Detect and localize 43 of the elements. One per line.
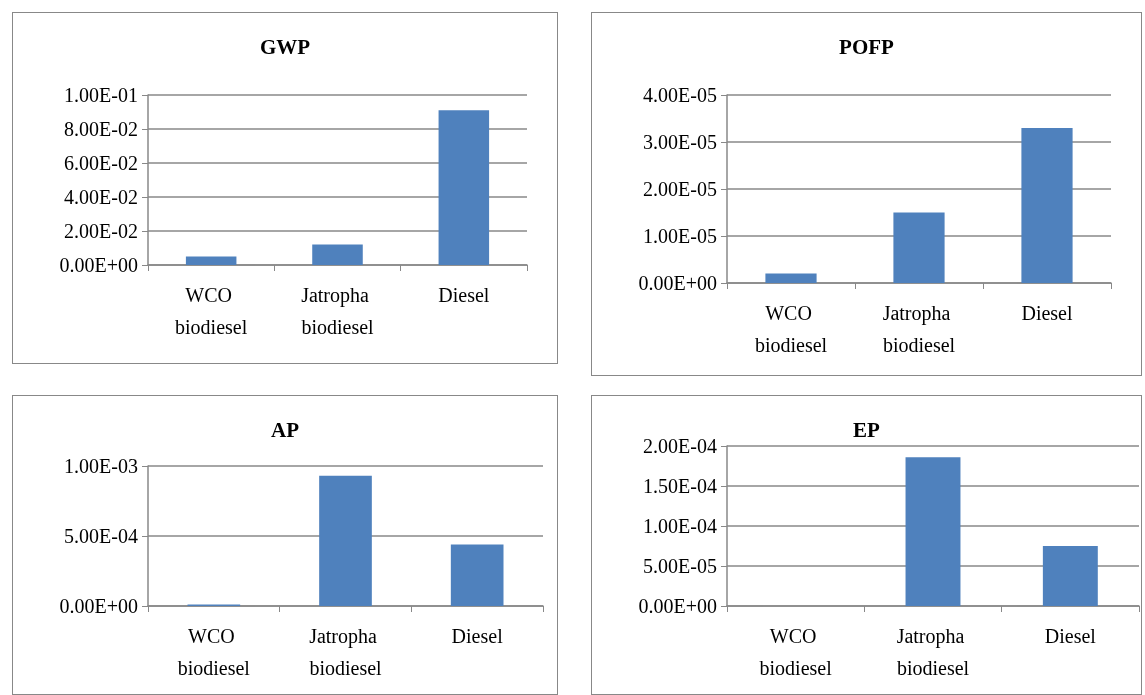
chart-title: AP: [271, 417, 300, 442]
x-tick-label: WCO biodiesel: [175, 284, 248, 338]
x-tick-label: Jatropha biodiesel: [882, 302, 956, 356]
y-tick-label: 2.00E-02: [64, 220, 138, 242]
y-tick-label: 4.00E-05: [643, 84, 717, 106]
y-tick-label: 3.00E-05: [643, 131, 717, 153]
y-tick-label: 1.00E-03: [64, 455, 138, 477]
y-tick-label: 0.00E+00: [638, 595, 717, 617]
x-tick-label: Diesel: [438, 284, 490, 306]
x-tick-label: WCO biodiesel: [754, 302, 828, 356]
chart-title: GWP: [259, 34, 311, 59]
x-tick-label: Jatropha biodiesel: [301, 284, 375, 338]
bar: [438, 110, 490, 265]
bar: [319, 475, 372, 606]
bar: [765, 273, 817, 283]
x-tick-label: Diesel: [1044, 625, 1097, 647]
y-tick-label: 0.00E+00: [59, 595, 138, 617]
y-tick-label: 2.00E-05: [643, 178, 717, 200]
x-tick-label: Diesel: [451, 625, 504, 647]
x-tick-label: Jatropha biodiesel: [309, 625, 383, 679]
x-tick-label: Diesel: [1021, 302, 1073, 324]
bar: [185, 256, 237, 265]
bar: [1021, 127, 1073, 283]
x-tick-label: WCO biodiesel: [759, 625, 833, 679]
y-tick-label: 8.00E-02: [64, 118, 138, 140]
y-tick-label: 1.00E-05: [643, 225, 717, 247]
bar: [450, 544, 504, 606]
chart-title: EP: [853, 417, 881, 442]
y-tick-label: 6.00E-02: [64, 152, 138, 174]
y-tick-label: 5.00E-04: [64, 525, 138, 547]
y-tick-label: 1.50E-04: [643, 475, 717, 497]
y-tick-label: 0.00E+00: [638, 272, 717, 294]
y-tick-label: 1.00E-04: [643, 515, 717, 537]
chart-title: POFP: [839, 34, 895, 59]
bar: [312, 244, 363, 265]
y-tick-label: 4.00E-02: [64, 186, 138, 208]
x-tick-label: Jatropha biodiesel: [896, 625, 970, 679]
bar: [893, 212, 945, 283]
y-tick-label: 0.00E+00: [59, 254, 138, 276]
x-tick-label: WCO biodiesel: [177, 625, 251, 679]
y-tick-label: 1.00E-01: [64, 84, 138, 106]
y-tick-label: 5.00E-05: [643, 555, 717, 577]
y-tick-label: 2.00E-04: [643, 435, 717, 457]
